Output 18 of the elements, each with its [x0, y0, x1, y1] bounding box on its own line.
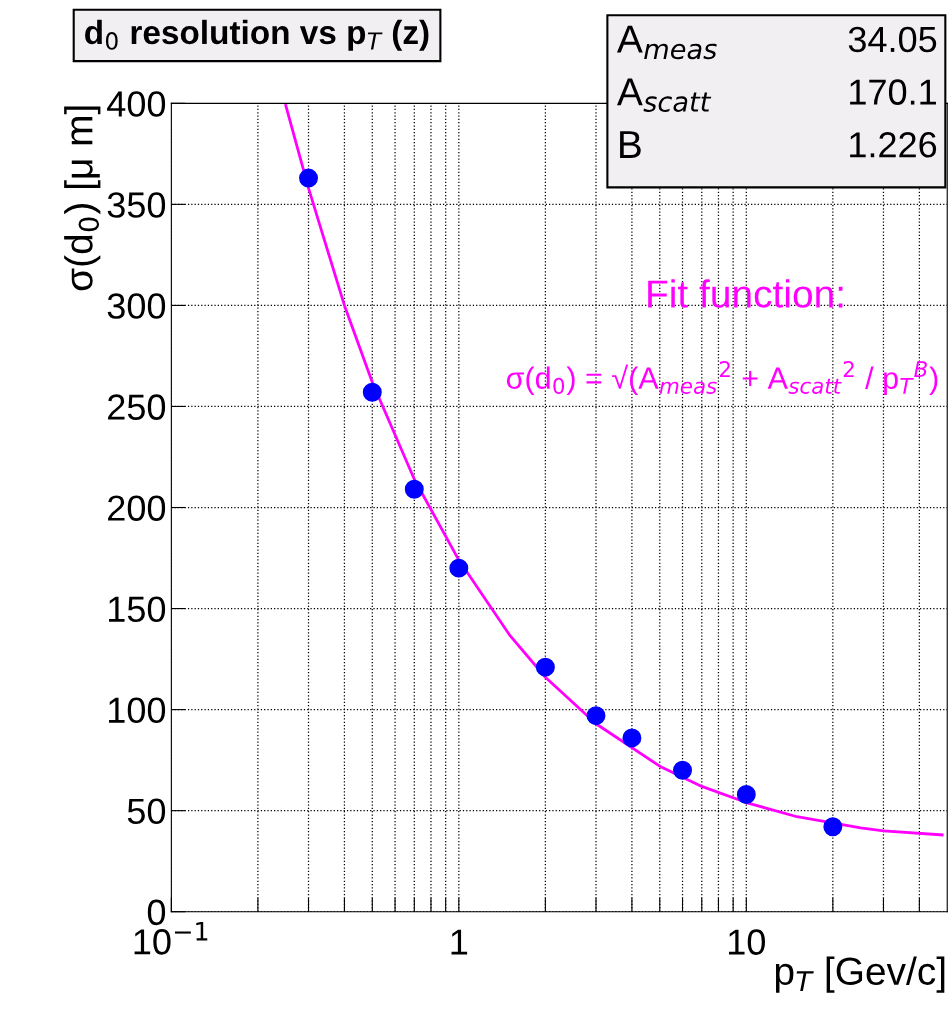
text: A$_{scatt}$ 170.1 — [616, 78, 936, 112]
text: σ(d$_{0}$) = √(A$_{meas}$$^{2}$ + A$_{scatt}$$^{2}$ / p$_{T}$$^{B}$) — [506, 361, 938, 395]
annotation: Fit function: — [648, 279, 843, 308]
y-tick-label: 400 — [107, 91, 166, 117]
y-tick-label: 200 — [108, 495, 166, 521]
x-axis-title: p$_{T}$ [Gev/c] — [775, 956, 945, 993]
x-tick-label: 1 — [451, 929, 468, 955]
y-tick-label: 300 — [107, 293, 166, 319]
y-tick-label: 50 — [127, 798, 166, 825]
x-tick-label: 10 — [728, 929, 765, 955]
text: B 1.226 — [620, 131, 937, 158]
y-tick-label: 350 — [107, 192, 166, 218]
y-tick-label: 250 — [108, 394, 166, 420]
y-tick-label: 100 — [109, 697, 166, 724]
text: A$_{meas}$ 34.05 — [616, 25, 937, 60]
chart-title: d$_{0}$ resolution vs p$_{T}$ (z) — [85, 19, 429, 51]
y-axis-title: σ(d$_{0}$) [μ m] — [64, 106, 101, 291]
y-tick-label: 150 — [109, 596, 166, 622]
